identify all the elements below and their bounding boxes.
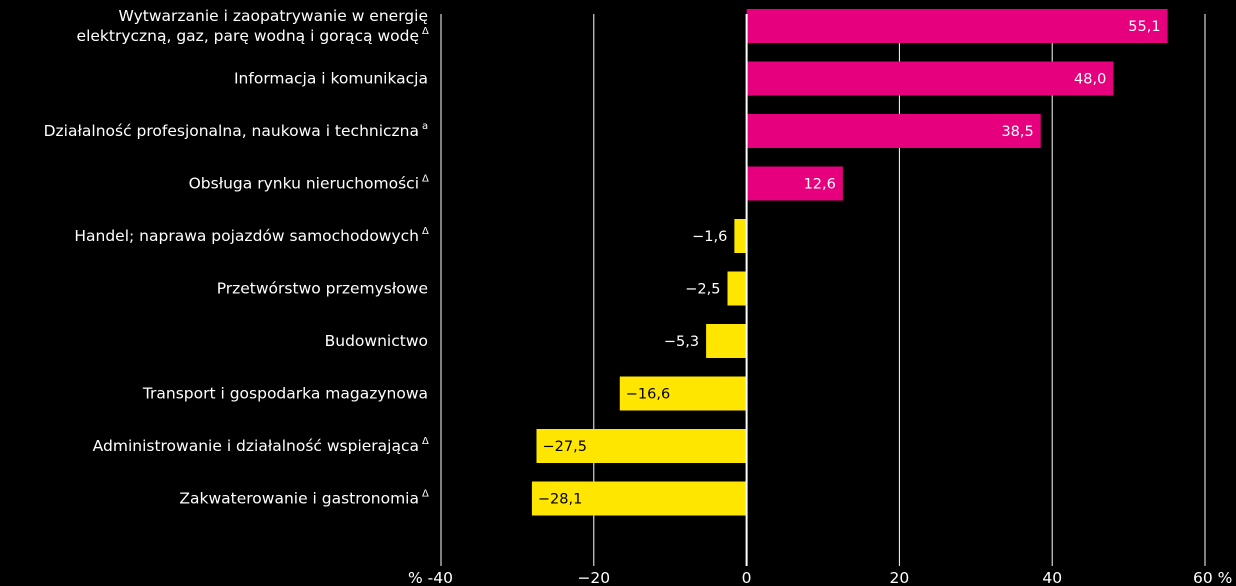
- category-label: Handel; naprawa pojazdów samochodowych: [74, 227, 419, 245]
- category-footnote-mark: Δ: [422, 26, 429, 37]
- data-label: 38,5: [1001, 124, 1033, 140]
- gridlines: [440, 14, 1206, 566]
- bar: [619, 376, 747, 411]
- bar: [734, 219, 747, 253]
- category-label: Transport i gospodarka magazynowa: [142, 385, 428, 403]
- bar: [706, 324, 747, 358]
- bar: [531, 481, 747, 516]
- bar: [536, 429, 747, 463]
- data-label: −28,1: [538, 492, 582, 508]
- category-footnote-mark: Δ: [422, 436, 429, 447]
- bar: [746, 166, 843, 201]
- data-label: 55,1: [1128, 19, 1160, 35]
- x-tick-label: 40: [1042, 569, 1062, 586]
- x-tick-label: 20: [890, 569, 910, 586]
- x-tick-label: 60 %: [1193, 569, 1232, 586]
- category-label: Budownictwo: [325, 332, 428, 350]
- category-label: Wytwarzanie i zaopatrywanie w energię: [119, 7, 428, 25]
- x-tick-label: −20: [577, 569, 610, 586]
- bars: [531, 9, 1168, 516]
- x-tick-label: % -40: [408, 569, 453, 586]
- category-footnote-mark: Δ: [422, 174, 429, 185]
- category-label: Przetwórstwo przemysłowe: [217, 280, 428, 298]
- data-label: −27,5: [543, 439, 587, 455]
- data-label: −5,3: [664, 334, 699, 350]
- value-labels: 55,1 48,0 38,5 12,6 −1,6 −2,5 −5,3 −16,6 −27,5 −2…: [538, 19, 1161, 508]
- category-label: Obsługa rynku nieruchomości: [189, 175, 419, 193]
- category-label: Zakwaterowanie i gastronomia: [179, 490, 419, 508]
- category-label: Informacja i komunikacja: [234, 70, 428, 88]
- data-label: 12,6: [804, 177, 836, 193]
- data-label: −16,6: [626, 387, 670, 403]
- x-tick-label: 0: [742, 569, 752, 586]
- category-label: elektryczną, gaz, parę wodną i gorącą wo…: [77, 27, 419, 45]
- category-footnote-mark: a: [422, 121, 428, 132]
- category-footnote-mark: Δ: [422, 226, 429, 237]
- data-label: 48,0: [1074, 72, 1106, 88]
- data-label: −1,6: [692, 229, 727, 245]
- bar: [746, 9, 1168, 43]
- data-label: −2,5: [685, 282, 720, 298]
- x-tick-labels: % -40 −20 0 20 40 60 %: [408, 569, 1232, 586]
- category-label: Administrowanie i działalność wspierając…: [93, 437, 419, 455]
- category-labels: Wytwarzanie i zaopatrywanie w energię ele…: [44, 7, 429, 508]
- bar: [746, 114, 1041, 148]
- bar: [727, 271, 747, 306]
- bar: [746, 61, 1114, 96]
- category-label: Działalność profesjonalna, naukowa i tec…: [44, 122, 419, 140]
- category-footnote-mark: Δ: [422, 489, 429, 500]
